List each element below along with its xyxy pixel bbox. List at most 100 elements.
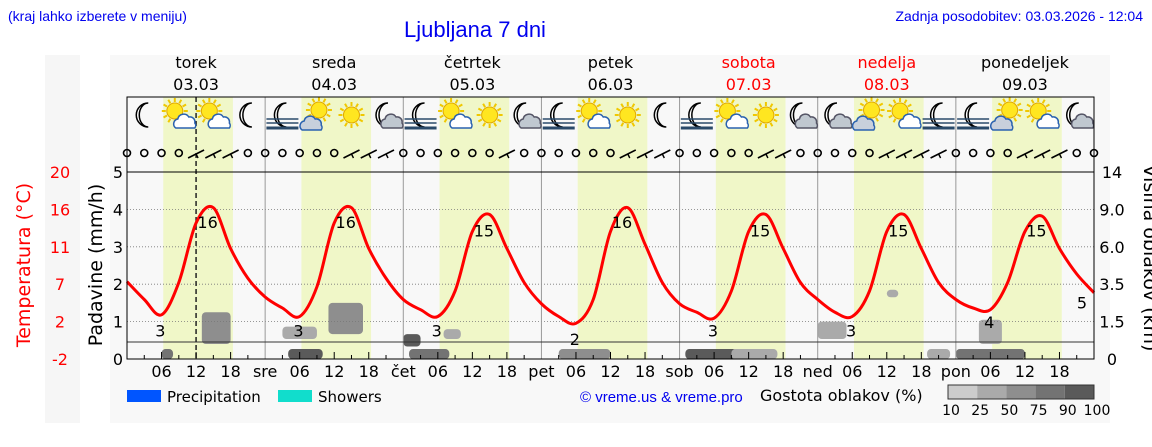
cloud-patch: [288, 349, 323, 359]
sun-ray: [355, 103, 359, 108]
sun-ray: [1030, 99, 1035, 104]
fog-moon-icon: [680, 102, 713, 130]
sun-ray: [182, 103, 187, 108]
sun-ray: [477, 118, 483, 123]
colorbar-segment: [948, 385, 978, 399]
sun-ray: [1030, 118, 1035, 123]
calm-wind-icon: [433, 148, 443, 158]
cloud-height-tick: 1.5: [1099, 313, 1124, 332]
sun-disc: [1029, 102, 1047, 120]
sun-ray: [322, 98, 327, 103]
sun-ray: [163, 103, 168, 108]
sun-ray: [888, 103, 893, 108]
sun-ray: [773, 107, 778, 112]
cloud-shape: [851, 115, 876, 131]
colorbar-tick: 75: [1030, 403, 1048, 419]
x-hour-label: 12: [600, 362, 620, 381]
barb-tick: [212, 153, 216, 159]
calm-wind-icon: [450, 148, 460, 158]
cloud-height-tick: 6.0: [1099, 238, 1124, 257]
wind-barb-icon: [895, 149, 913, 159]
day-name: petek: [588, 53, 634, 72]
wind-barb-icon: [360, 149, 378, 159]
sun-cloud-icon: [714, 98, 749, 129]
cloud-patch: [927, 349, 951, 359]
x-hour-label: 18: [497, 362, 517, 381]
wind-barb-icon: [653, 149, 671, 159]
precip-tick: 3: [113, 238, 123, 257]
sun-ray: [758, 103, 763, 108]
barb-tick: [644, 153, 648, 159]
sun-ray: [454, 99, 459, 104]
sun-ray: [443, 118, 448, 123]
day-date: 06.03: [588, 75, 634, 94]
x-hour-label: 12: [324, 362, 344, 381]
calm-wind-icon: [537, 148, 546, 158]
sun-ray: [201, 118, 206, 123]
sun-ray: [631, 122, 636, 127]
sun-ray: [620, 103, 625, 108]
wind-barb-icon: [222, 149, 239, 159]
day-date: 09.03: [1002, 75, 1048, 94]
calm-wind-icon: [847, 148, 857, 158]
sun-disc: [1001, 101, 1019, 119]
wind-barb-icon: [1016, 149, 1034, 159]
sun-ray: [620, 122, 625, 127]
day-date: 05.03: [449, 75, 495, 94]
day-date: 03.03: [173, 75, 219, 94]
cloud-shape: [829, 113, 853, 129]
sun-disc: [891, 102, 909, 120]
sun-disc: [863, 101, 881, 119]
min-temp-label: 3: [432, 322, 442, 341]
sun-ray: [878, 102, 884, 107]
sun-disc: [310, 101, 328, 119]
sun-ray: [1016, 113, 1022, 118]
calm-wind-icon: [727, 148, 736, 158]
showers-swatch: [278, 390, 312, 402]
sun-ray: [439, 103, 444, 108]
sun-ray: [1016, 102, 1022, 107]
x-hour-label: 06: [289, 362, 309, 381]
location-hint[interactable]: (kraj lahko izberete v meniju): [8, 8, 187, 24]
cloud-shape: [898, 113, 922, 129]
sun-ray: [907, 103, 912, 108]
precip-tick: 4: [113, 200, 123, 219]
min-temp-label: 4: [984, 313, 994, 332]
calm-wind-icon: [278, 148, 287, 158]
sun-ray: [1026, 114, 1031, 119]
calm-wind-icon: [295, 148, 304, 158]
colorbar-segment: [1035, 385, 1065, 399]
barb-tick: [385, 153, 389, 159]
calm-wind-icon: [398, 148, 408, 158]
sun-ray: [635, 107, 640, 112]
x-hour-label: 06: [980, 362, 1000, 381]
x-day-label: čet: [391, 362, 416, 381]
sun-ray: [720, 118, 724, 123]
barb-tick: [368, 153, 372, 159]
wind-barb-icon: [1033, 149, 1051, 159]
colorbar-frame: [947, 384, 1095, 400]
calm-wind-icon: [416, 148, 425, 158]
sun-ray: [212, 99, 217, 104]
copyright-link[interactable]: © vreme.us & vreme.pro: [580, 389, 743, 406]
max-temp-label: 16: [612, 213, 632, 232]
sun-ray: [358, 107, 364, 112]
fog-moon-icon: [922, 102, 955, 130]
precip-tick: 1: [113, 313, 123, 332]
sun-disc: [757, 106, 775, 124]
sun-ray: [339, 107, 345, 112]
sun-disc: [200, 102, 218, 120]
precip-tick: 0: [113, 350, 123, 369]
sun-ray: [167, 99, 172, 104]
temp-axis-bg: [45, 55, 80, 423]
sun-ray: [997, 102, 1003, 107]
x-day-label: sob: [665, 362, 693, 381]
x-day-label: pon: [941, 362, 971, 381]
page-title: Ljubljana 7 dni: [404, 17, 546, 42]
sun-ray: [754, 118, 759, 123]
x-hour-label: 18: [1049, 362, 1069, 381]
sun-ray: [903, 99, 908, 104]
sun-ray: [758, 122, 763, 127]
sun-ray: [734, 103, 740, 108]
sun-ray: [878, 113, 884, 118]
